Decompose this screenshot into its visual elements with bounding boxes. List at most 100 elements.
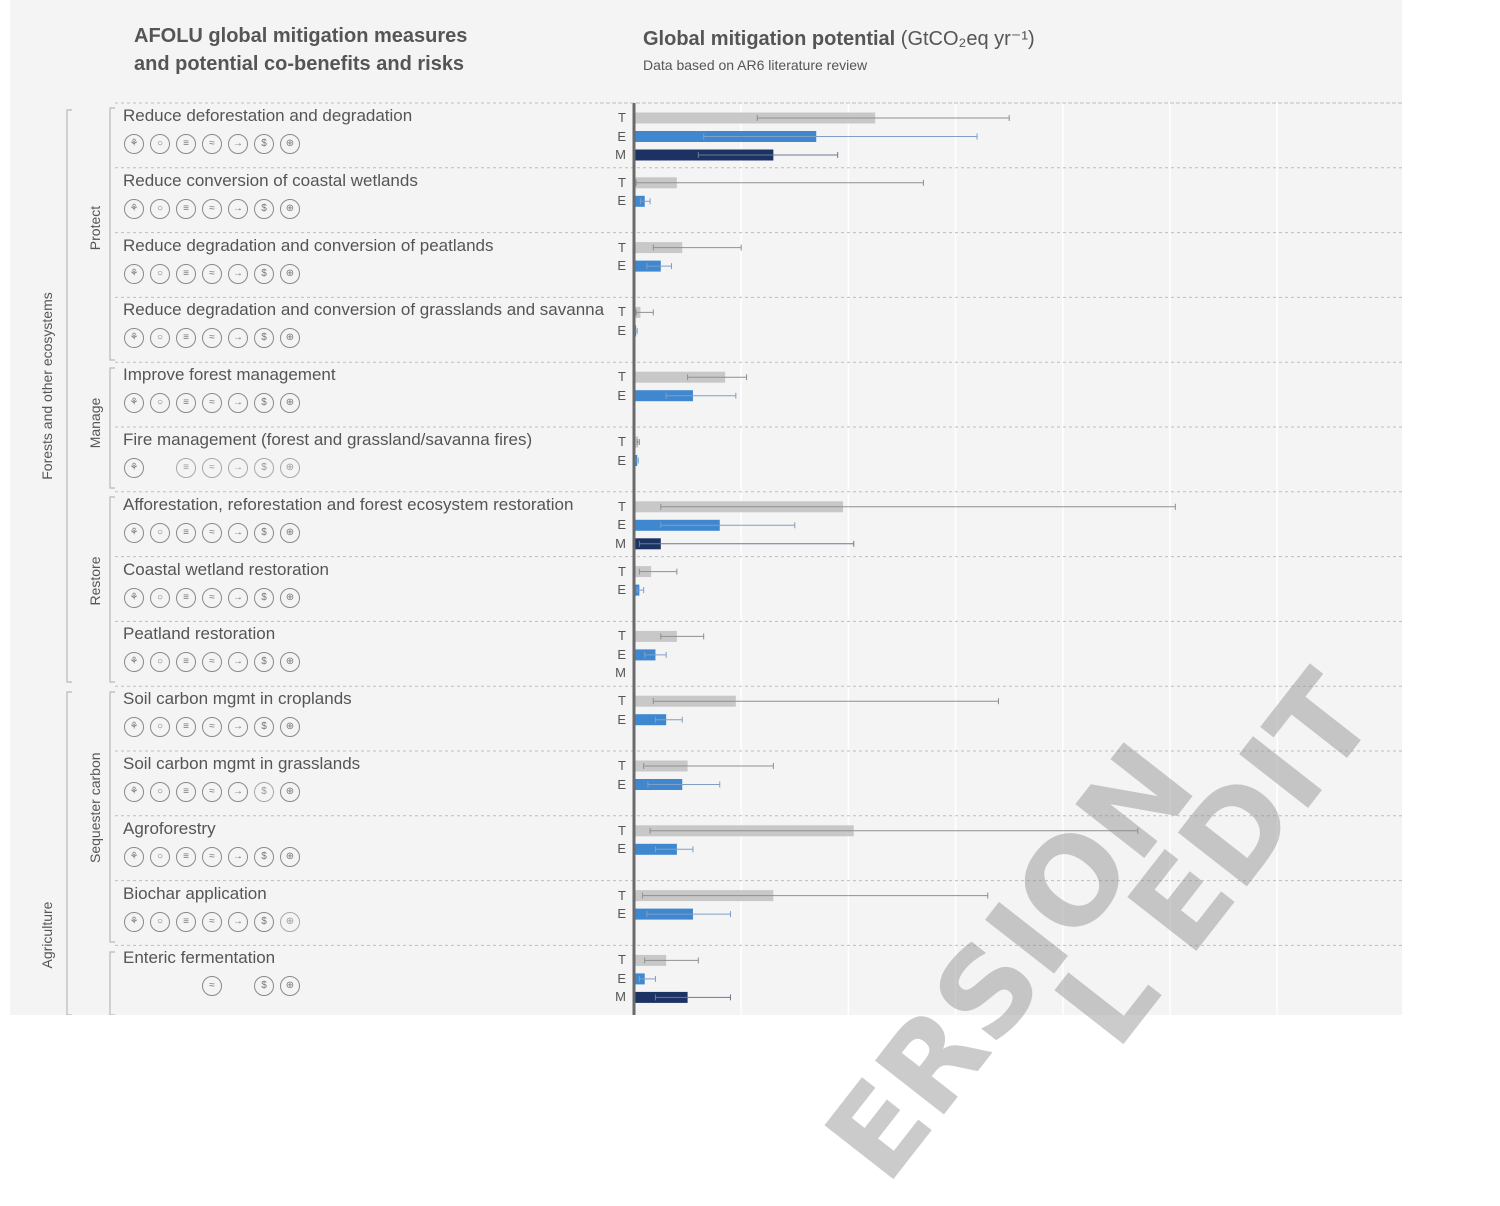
bar-T bbox=[634, 436, 639, 448]
migration-icon: → bbox=[228, 717, 248, 738]
group-bracket-sequester bbox=[109, 691, 115, 943]
series-label-M: M bbox=[615, 535, 626, 551]
economy-icon: $ bbox=[254, 393, 274, 414]
water-icon: ○ bbox=[150, 198, 170, 219]
bar-T bbox=[634, 112, 876, 124]
migration-icon: → bbox=[228, 846, 248, 867]
food-icon: ≈ bbox=[202, 328, 222, 349]
series-label-E: E bbox=[617, 128, 626, 144]
biodiversity-icon: ⚘ bbox=[124, 587, 144, 608]
series-label-E: E bbox=[617, 452, 626, 468]
series-label-T: T bbox=[618, 563, 626, 579]
measure-label: Afforestation, reforestation and forest … bbox=[123, 494, 574, 514]
measure-label: Reduce degradation and conversion of pea… bbox=[123, 235, 494, 255]
bar-T bbox=[634, 630, 677, 642]
left-title-line2: and potential co-benefits and risks bbox=[134, 53, 465, 75]
water-icon: ○ bbox=[150, 587, 170, 608]
migration-icon: → bbox=[228, 134, 248, 154]
bar-E bbox=[634, 584, 640, 596]
series-label-T: T bbox=[618, 952, 626, 968]
bar-T bbox=[634, 371, 726, 383]
land-icon: ≡ bbox=[176, 134, 196, 154]
mitigation-bar-chart bbox=[66, 102, 1402, 1015]
economy-icon: $ bbox=[254, 522, 274, 543]
land-icon: ≡ bbox=[176, 717, 196, 738]
land-icon: ≡ bbox=[176, 846, 196, 867]
series-label-E: E bbox=[617, 646, 626, 662]
economy-icon: $ bbox=[254, 976, 274, 997]
food-icon: ≈ bbox=[202, 263, 222, 284]
biodiversity-icon: ⚘ bbox=[124, 393, 144, 414]
water-icon: ○ bbox=[150, 263, 170, 284]
series-label-T: T bbox=[618, 887, 626, 903]
migration-icon: → bbox=[228, 522, 248, 543]
migration-icon: → bbox=[228, 458, 248, 478]
land-icon: ≡ bbox=[176, 652, 196, 673]
land-icon: ≡ bbox=[176, 393, 196, 414]
biodiversity-icon: ⚘ bbox=[124, 458, 144, 478]
biodiversity-icon: ⚘ bbox=[124, 782, 144, 802]
economy-icon: $ bbox=[254, 134, 274, 154]
health-icon: ⊕ bbox=[280, 263, 300, 284]
economy-icon: $ bbox=[254, 587, 274, 608]
series-label-M: M bbox=[615, 665, 626, 681]
land-icon: ≡ bbox=[176, 328, 196, 349]
land-icon: ≡ bbox=[176, 522, 196, 543]
economy-icon: $ bbox=[254, 328, 274, 349]
series-label-M: M bbox=[615, 989, 626, 1005]
land-icon: ≡ bbox=[176, 198, 196, 219]
left-title-line1: AFOLU global mitigation measures bbox=[134, 25, 468, 47]
series-label-E: E bbox=[617, 776, 626, 792]
health-icon: ⊕ bbox=[280, 328, 300, 349]
migration-icon: → bbox=[228, 587, 248, 608]
health-icon: ⊕ bbox=[280, 587, 300, 608]
group-bracket-restore bbox=[109, 496, 115, 683]
land-icon: ≡ bbox=[176, 458, 196, 478]
biodiversity-icon: ⚘ bbox=[124, 652, 144, 673]
series-label-E: E bbox=[617, 517, 626, 533]
measure-label: Enteric fermentation bbox=[123, 948, 276, 968]
series-label-T: T bbox=[618, 498, 626, 514]
group-bracket-manage bbox=[109, 367, 115, 489]
series-label-E: E bbox=[617, 258, 626, 274]
food-icon: ≈ bbox=[202, 134, 222, 154]
migration-icon: → bbox=[228, 263, 248, 284]
right-header: Global mitigation potential (GtCO₂eq yr⁻… bbox=[643, 26, 1035, 51]
measure-label: Reduce conversion of coastal wetlands bbox=[123, 170, 418, 190]
water-icon: ○ bbox=[150, 717, 170, 738]
group-bracket-reduce bbox=[109, 951, 115, 1015]
migration-icon: → bbox=[228, 782, 248, 802]
series-label-T: T bbox=[618, 628, 626, 644]
sector-bracket-forests bbox=[66, 109, 72, 683]
food-icon: ≈ bbox=[202, 846, 222, 867]
water-icon: ○ bbox=[150, 393, 170, 414]
health-icon: ⊕ bbox=[280, 458, 300, 478]
health-icon: ⊕ bbox=[280, 911, 300, 932]
food-icon: ≈ bbox=[202, 458, 222, 478]
health-icon: ⊕ bbox=[280, 522, 300, 543]
measure-label: Peatland restoration bbox=[123, 624, 276, 644]
migration-icon: → bbox=[228, 198, 248, 219]
economy-icon: $ bbox=[254, 717, 274, 738]
water-icon: ○ bbox=[150, 522, 170, 543]
sector-bracket-agriculture bbox=[66, 691, 72, 1015]
economy-icon: $ bbox=[254, 263, 274, 284]
series-label-E: E bbox=[617, 322, 626, 338]
land-icon: ≡ bbox=[176, 782, 196, 802]
series-label-T: T bbox=[618, 369, 626, 385]
measure-label: Biochar application bbox=[123, 883, 267, 903]
health-icon: ⊕ bbox=[280, 652, 300, 673]
water-icon: ○ bbox=[150, 134, 170, 154]
food-icon: ≈ bbox=[202, 198, 222, 219]
food-icon: ≈ bbox=[202, 393, 222, 414]
economy-icon: $ bbox=[254, 458, 274, 478]
bar-E bbox=[634, 390, 693, 402]
food-icon: ≈ bbox=[202, 717, 222, 738]
measure-label: Reduce degradation and conversion of gra… bbox=[123, 300, 605, 320]
water-icon: ○ bbox=[150, 911, 170, 932]
series-label-T: T bbox=[618, 174, 626, 190]
biodiversity-icon: ⚘ bbox=[124, 134, 144, 154]
series-label-E: E bbox=[617, 841, 626, 857]
land-icon: ≡ bbox=[176, 587, 196, 608]
health-icon: ⊕ bbox=[280, 717, 300, 738]
